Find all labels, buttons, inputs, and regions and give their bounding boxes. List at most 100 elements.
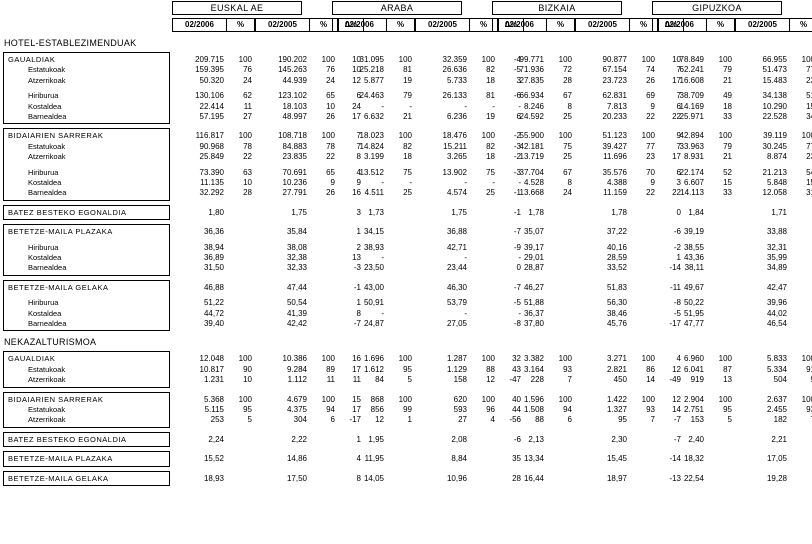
data-cell: 6: [356, 91, 361, 101]
data-cell: 5: [247, 415, 252, 425]
data-cell: -: [409, 101, 412, 111]
data-cell: 51: [806, 91, 812, 101]
data-cell: 10: [785, 395, 812, 404]
data-cell: 100: [641, 354, 655, 364]
data-cell: 65: [326, 167, 335, 177]
data-cell: 42.894: [679, 131, 704, 141]
data-cell: 18: [486, 75, 495, 85]
data-cell: 100: [481, 131, 495, 141]
data-cell: 2,22: [291, 434, 307, 444]
data-cell: -8: [513, 319, 521, 328]
data-cell: 9: [356, 178, 361, 187]
data-cell: -2: [673, 242, 681, 252]
data-cell: 15: [806, 101, 812, 111]
data-cell: 15.483: [762, 75, 787, 85]
data-cell: 57.195: [199, 112, 224, 121]
data-cell: -3: [353, 263, 361, 273]
data-cell: 20: [785, 253, 812, 262]
data-cell: 9: [759, 375, 812, 384]
data-cell: 48.997: [282, 112, 307, 121]
data-cell: 19: [785, 354, 812, 363]
data-cell: 25: [486, 188, 495, 198]
data-cell: 304: [293, 415, 307, 425]
data-cell: 11: [326, 375, 335, 385]
data-cell: 24.463: [359, 91, 384, 101]
data-cell: 100: [718, 55, 732, 64]
data-cell: -8: [673, 298, 681, 308]
data-cell: 36,37: [523, 308, 544, 318]
data-cell: 27,05: [446, 319, 467, 328]
data-cell: 14: [672, 405, 681, 414]
data-cell: 11: [352, 375, 361, 385]
data-cell: 4.511: [364, 188, 384, 198]
data-cell: 81: [403, 65, 412, 75]
row-label: Hiriburua: [28, 167, 59, 177]
row-label: Kostaldea: [28, 253, 62, 262]
data-cell: 25.971: [679, 112, 704, 121]
data-cell: 22: [646, 188, 655, 198]
data-cell: 100: [718, 131, 732, 141]
data-cell: -7: [513, 282, 521, 292]
data-cell: 14: [646, 375, 655, 385]
data-cell: 100: [398, 394, 412, 404]
data-cell: 51,22: [203, 298, 224, 308]
data-cell: 11.696: [603, 152, 627, 162]
data-cell: -: [464, 308, 467, 318]
data-cell: 3.271: [606, 354, 627, 364]
data-cell: 1: [785, 152, 812, 161]
data-cell: 82: [486, 141, 495, 151]
data-cell: 1.508: [523, 405, 544, 414]
data-cell: 100: [558, 55, 572, 64]
data-cell: 4.574: [446, 188, 467, 198]
data-cell: 26.133: [442, 91, 467, 101]
data-cell: 26: [326, 188, 335, 198]
data-cell: 46,27: [523, 282, 544, 292]
data-cell: 19: [486, 112, 495, 121]
data-cell: 69: [646, 91, 655, 101]
data-cell: -: [518, 101, 521, 111]
data-cell: 3.199: [363, 152, 384, 162]
row-label: Barnealdea: [28, 319, 67, 328]
data-cell: 39,17: [523, 242, 544, 252]
data-cell: 77: [806, 65, 812, 75]
data-cell: 70.691: [282, 167, 307, 177]
row-label: Atzerrikoak: [28, 152, 66, 162]
data-cell: 9.284: [286, 364, 307, 374]
data-cell: 39,96: [766, 298, 787, 308]
data-cell: 9: [785, 263, 812, 272]
subheader-3-3: %: [790, 18, 812, 32]
subheader-2-2: 02/2005: [575, 18, 630, 32]
data-cell: 78: [243, 141, 252, 151]
data-cell: 23: [806, 75, 812, 85]
data-cell: 1.596: [523, 394, 544, 404]
data-cell: 21: [403, 112, 412, 121]
data-cell: 100: [321, 394, 335, 404]
data-cell: 18.023: [359, 131, 384, 141]
data-cell: 3: [356, 207, 361, 217]
row-label: BATEZ BESTEKO EGONALDIA: [8, 207, 127, 217]
data-cell: 10,96: [446, 473, 467, 483]
data-cell: 53,79: [446, 298, 467, 308]
data-cell: 22.414: [199, 101, 224, 111]
data-cell: 8.246: [523, 101, 544, 111]
data-cell: -3: [513, 167, 521, 177]
data-cell: 100: [641, 394, 655, 404]
data-cell: 99: [403, 405, 412, 414]
data-cell: 12.058: [762, 188, 787, 198]
data-cell: 130.106: [195, 91, 224, 101]
data-cell: 4: [490, 415, 495, 425]
data-cell: 51,83: [606, 282, 627, 292]
data-cell: 2,08: [451, 434, 467, 444]
data-cell: -: [381, 253, 384, 262]
data-cell: 84.883: [282, 141, 307, 151]
data-cell: 100: [481, 354, 495, 364]
data-cell: 75: [563, 141, 572, 151]
data-cell: 35,99: [766, 253, 787, 262]
data-cell: 12: [375, 415, 384, 425]
data-cell: 8.931: [683, 152, 704, 162]
data-cell: -5: [513, 65, 521, 75]
data-cell: 45,76: [606, 319, 627, 328]
data-cell: 100: [238, 354, 252, 364]
data-cell: 2.751: [683, 405, 704, 414]
data-cell: -7: [353, 319, 361, 328]
